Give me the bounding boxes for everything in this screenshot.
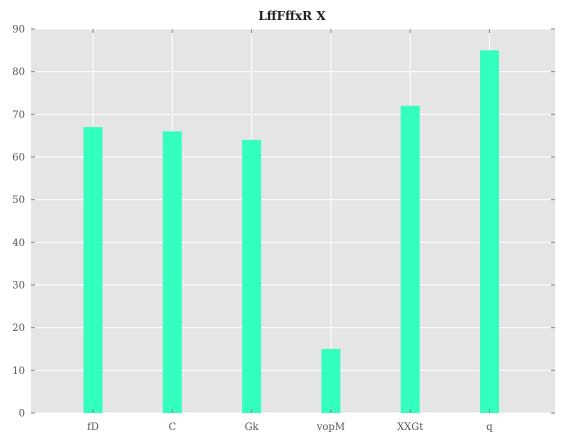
y-tick-label: 0 — [19, 409, 25, 420]
x-tick-label: fD — [87, 422, 99, 433]
bar-q — [480, 50, 499, 413]
bar-C — [163, 131, 182, 413]
y-tick-label: 90 — [12, 25, 25, 36]
y-tick-label: 20 — [12, 323, 25, 334]
y-tick-label: 80 — [12, 67, 25, 78]
chart-title: LffFffxR X — [258, 9, 326, 23]
bar-vopM — [321, 349, 340, 413]
y-tick-label: 40 — [12, 238, 25, 249]
y-tick-label: 50 — [12, 195, 25, 206]
x-tick-label: XXGt — [397, 422, 423, 433]
y-tick-label: 60 — [12, 153, 25, 164]
y-tick-labels: 0 10 20 30 40 50 60 70 80 90 — [12, 25, 25, 420]
bar-XXGt — [401, 106, 420, 413]
x-tick-label: C — [168, 422, 176, 433]
x-tick-label: vopM — [316, 422, 345, 433]
bar-fD — [84, 127, 103, 413]
x-tick-label: q — [486, 422, 493, 433]
y-tick-label: 70 — [12, 110, 25, 121]
x-tick-label: Gk — [245, 422, 260, 433]
y-tick-label: 10 — [12, 366, 25, 377]
y-tick-label: 30 — [12, 281, 25, 292]
x-tick-labels: fD C Gk vopM XXGt q — [87, 422, 493, 433]
bar-Gk — [242, 140, 261, 413]
plot-area — [31, 29, 555, 413]
